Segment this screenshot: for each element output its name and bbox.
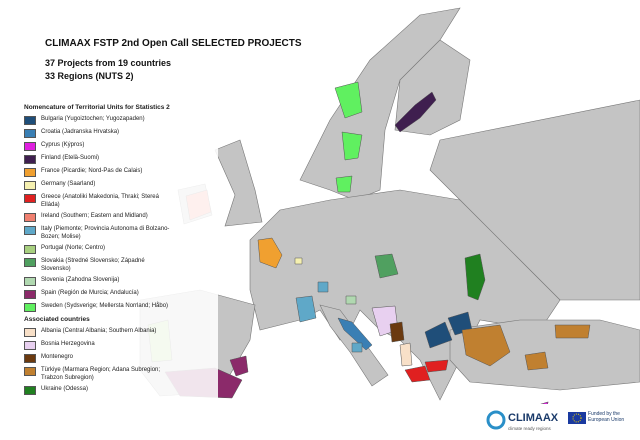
legend-swatch bbox=[24, 341, 36, 350]
region bbox=[424, 359, 449, 373]
legend-label: Finland (Etelä-Suomi) bbox=[41, 155, 100, 161]
logo-icon bbox=[486, 410, 506, 430]
region bbox=[295, 295, 317, 323]
great-britain bbox=[214, 139, 263, 227]
legend-label: Montenegro bbox=[41, 354, 74, 360]
legend-entry: Bulgaria (Yugoiztochen; Yugozapaden) bbox=[24, 116, 214, 125]
title: CLIMAAX FSTP 2nd Open Call SELECTED PROJ… bbox=[45, 38, 302, 49]
region bbox=[334, 81, 363, 119]
legend-label: France (Picardie; Nord-Pas de Calais) bbox=[41, 168, 143, 174]
region bbox=[554, 324, 591, 339]
legend-label: Ukraine (Odessa) bbox=[41, 386, 89, 392]
region bbox=[229, 355, 249, 377]
legend-label: Sweden (Sydsverige; Mellersta Norrland; … bbox=[41, 303, 169, 309]
region bbox=[461, 324, 511, 367]
legend-swatch bbox=[24, 116, 36, 125]
legend: Nomencature of Territorial Units for Sta… bbox=[20, 98, 218, 403]
legend-swatch bbox=[24, 277, 36, 286]
legend-entry: Ireland (Southern; Eastern and Midland) bbox=[24, 213, 214, 222]
legend-list: Albania (Central Albania; Southern Alban… bbox=[24, 328, 214, 395]
legend-label: Albania (Central Albania; Southern Alban… bbox=[41, 328, 157, 334]
legend-swatch bbox=[24, 290, 36, 299]
region bbox=[351, 342, 363, 353]
legend-swatch bbox=[24, 226, 36, 235]
legend-swatch bbox=[24, 367, 36, 376]
legend-swatch bbox=[24, 194, 36, 203]
region bbox=[335, 175, 353, 193]
legend-swatch bbox=[24, 213, 36, 222]
legend-label: Spain (Región de Murcia; Andalucía) bbox=[41, 290, 139, 296]
legend-label: Italy (Piemonte; Provincia Autonoma di B… bbox=[41, 226, 170, 240]
legend-swatch bbox=[24, 155, 36, 164]
legend-label: Slovakia (Stredné Slovensko; Západné Slo… bbox=[41, 258, 145, 272]
legend-entry: Greece (Anatoliki Makedonia, Thraki; Ste… bbox=[24, 194, 214, 209]
logo-text: CLIMAAX bbox=[508, 412, 559, 424]
legend-swatch bbox=[24, 303, 36, 312]
legend-entry: Portugal (Norte; Centro) bbox=[24, 245, 214, 254]
legend-entry: Türkiye (Marmara Region; Adana Subregion… bbox=[24, 367, 214, 382]
legend-heading: Associated countries bbox=[24, 316, 90, 323]
legend-entry: Croatia (Jadranska Hrvatska) bbox=[24, 129, 214, 138]
legend-swatch bbox=[24, 245, 36, 254]
legend-swatch bbox=[24, 258, 36, 267]
eu-stars bbox=[572, 413, 582, 423]
region bbox=[294, 257, 303, 265]
region bbox=[464, 253, 486, 301]
legend-label: Bosnia Herzegovina bbox=[41, 341, 95, 347]
footer: CLIMAAX climate ready regions Funded by … bbox=[482, 404, 640, 440]
region bbox=[257, 237, 283, 269]
legend-entry: Slovakia (Stredné Slovensko; Západné Slo… bbox=[24, 258, 214, 273]
legend-list: Bulgaria (Yugoiztochen; Yugozapaden) Croa… bbox=[24, 116, 214, 312]
legend-entry: France (Picardie; Nord-Pas de Calais) bbox=[24, 168, 214, 177]
legend-swatch bbox=[24, 354, 36, 363]
legend-entry: Cyprus (Kýpros) bbox=[24, 142, 214, 151]
legend-entry: Italy (Piemonte; Provincia Autonoma di B… bbox=[24, 226, 214, 241]
subtitle: 37 Projects from 19 countries bbox=[45, 58, 172, 68]
legend-swatch bbox=[24, 386, 36, 395]
eu-flag bbox=[568, 412, 586, 424]
legend-entry: Bosnia Herzegovina bbox=[24, 341, 214, 350]
legend-entry: Germany (Saarland) bbox=[24, 181, 214, 190]
eu-text: Funded by the European Union bbox=[588, 411, 625, 423]
subtitle: 33 Regions (NUTS 2) bbox=[45, 71, 134, 81]
legend-label: Germany (Saarland) bbox=[41, 181, 96, 187]
legend-label: Bulgaria (Yugoiztochen; Yugozapaden) bbox=[41, 116, 145, 122]
legend-entry: Slovenia (Zahodna Slovenija) bbox=[24, 277, 214, 286]
logo-tagline: climate ready regions bbox=[508, 426, 552, 431]
logos: CLIMAAX climate ready regions Funded by … bbox=[486, 410, 625, 431]
legend-label: Ireland (Southern; Eastern and Midland) bbox=[41, 213, 148, 219]
region bbox=[374, 253, 399, 279]
region bbox=[424, 321, 453, 349]
legend-entry: Sweden (Sydsverige; Mellersta Norrland; … bbox=[24, 303, 214, 312]
legend-label: Greece (Anatoliki Makedonia, Thraki; Ste… bbox=[41, 194, 159, 208]
region bbox=[345, 295, 357, 305]
legend-swatch bbox=[24, 142, 36, 151]
legend-entry: Finland (Etelä-Suomi) bbox=[24, 155, 214, 164]
legend-label: Portugal (Norte; Centro) bbox=[41, 245, 106, 251]
region bbox=[404, 365, 431, 383]
region bbox=[524, 351, 549, 371]
legend-entry: Spain (Región de Murcia; Andalucía) bbox=[24, 290, 214, 299]
region bbox=[337, 317, 373, 351]
legend-swatch bbox=[24, 129, 36, 138]
legend-swatch bbox=[24, 168, 36, 177]
legend-label: Türkiye (Marmara Region; Adana Subregion… bbox=[41, 367, 161, 381]
legend-swatch bbox=[24, 181, 36, 190]
legend-label: Cyprus (Kýpros) bbox=[41, 142, 85, 148]
region bbox=[389, 321, 405, 343]
legend-label: Slovenia (Zahodna Slovenija) bbox=[41, 277, 120, 283]
region bbox=[317, 281, 329, 293]
legend-entry: Albania (Central Albania; Southern Alban… bbox=[24, 328, 214, 337]
legend-swatch bbox=[24, 328, 36, 337]
legend-entry: Ukraine (Odessa) bbox=[24, 386, 214, 395]
legend-label: Croatia (Jadranska Hrvatska) bbox=[41, 129, 120, 135]
region bbox=[394, 91, 437, 133]
legend-heading: Nomencature of Territorial Units for Sta… bbox=[24, 104, 170, 111]
legend-entry: Montenegro bbox=[24, 354, 214, 363]
region bbox=[399, 342, 413, 367]
region bbox=[341, 131, 363, 161]
